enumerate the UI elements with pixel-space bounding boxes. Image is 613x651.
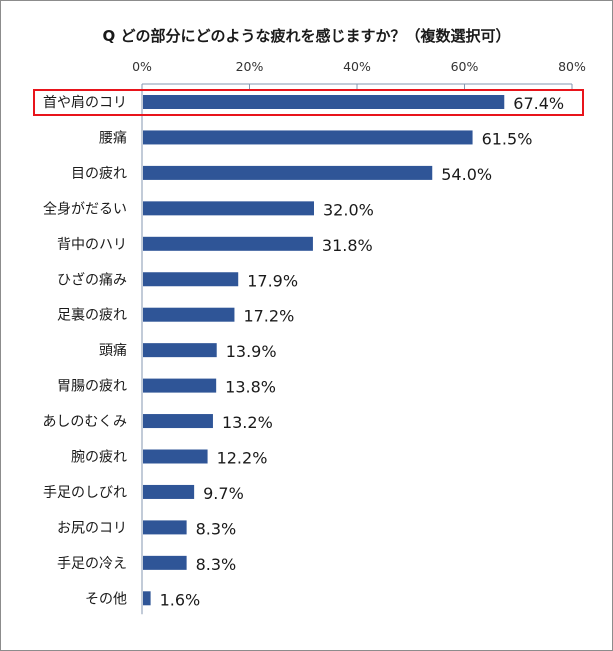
category-label: 手足の冷え [57, 556, 127, 572]
category-label: 足裏の疲れ [57, 307, 127, 324]
bar [143, 520, 187, 535]
x-tick-label: 80% [558, 59, 586, 74]
bar [143, 591, 151, 606]
data-label: 1.6% [160, 590, 201, 609]
bar [143, 449, 208, 464]
data-label: 61.5% [482, 129, 533, 148]
data-label: 8.3% [196, 519, 237, 538]
data-label: 17.9% [247, 271, 298, 290]
category-label: ひざの痛み [57, 271, 127, 288]
category-label: 手足のしびれ [43, 485, 127, 501]
x-tick-label: 0% [132, 59, 152, 74]
data-label: 54.0% [441, 165, 492, 184]
bar [143, 343, 217, 358]
category-label: 全身がだるい [43, 200, 127, 217]
data-label: 67.4% [513, 94, 564, 113]
x-tick-label: 20% [236, 59, 264, 74]
bar [143, 414, 213, 429]
bar [143, 484, 195, 499]
category-label: 腰痛 [99, 129, 127, 146]
data-label: 32.0% [323, 200, 374, 219]
bar [143, 165, 433, 180]
bar [143, 201, 314, 216]
bar [143, 555, 187, 570]
category-label: 胃腸の疲れ [57, 378, 127, 395]
category-label: 目の疲れ [71, 165, 127, 182]
category-label: 首や肩のコリ [43, 95, 127, 111]
x-tick-label: 40% [343, 59, 371, 74]
category-label: あしのむくみ [42, 414, 127, 430]
category-label: その他 [85, 591, 127, 607]
data-label: 13.9% [226, 342, 277, 361]
bar [143, 378, 217, 393]
category-label: 頭痛 [99, 342, 127, 359]
bar [143, 307, 235, 322]
x-tick-label: 60% [451, 59, 479, 74]
data-label: 12.2% [217, 449, 268, 468]
category-label: 腕の疲れ [71, 449, 127, 466]
data-label: 17.2% [243, 307, 294, 326]
data-label: 31.8% [322, 236, 373, 255]
highlight-box [33, 89, 584, 116]
bar [143, 272, 239, 287]
data-label: 13.8% [225, 378, 276, 397]
category-label: お尻のコリ [57, 520, 127, 536]
bar [143, 95, 505, 109]
data-label: 9.7% [203, 484, 244, 503]
data-label: 8.3% [196, 555, 237, 574]
bar [143, 130, 473, 145]
chart-title: Q どの部分にどのような疲れを感じますか？（複数選択可） [102, 27, 511, 45]
data-label: 13.2% [222, 413, 273, 432]
category-label: 背中のハリ [57, 237, 127, 253]
bar [143, 236, 313, 251]
